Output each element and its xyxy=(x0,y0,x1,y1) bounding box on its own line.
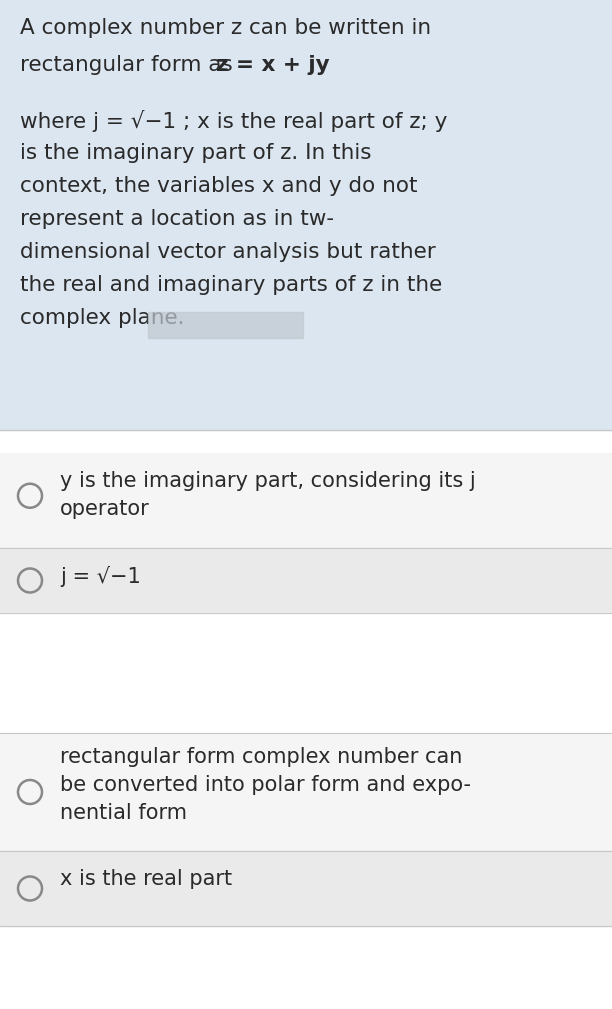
Text: x is the real part: x is the real part xyxy=(60,869,232,889)
Text: A complex number z can be written in: A complex number z can be written in xyxy=(20,18,431,38)
Bar xyxy=(0,613,612,733)
Bar xyxy=(148,312,303,338)
Bar xyxy=(0,733,612,851)
Text: y is the imaginary part, considering its j
operator: y is the imaginary part, considering its… xyxy=(60,471,476,519)
Bar xyxy=(0,851,612,926)
Text: rectangular form as: rectangular form as xyxy=(20,55,240,75)
Text: complex plane.: complex plane. xyxy=(20,308,184,328)
Bar xyxy=(0,0,612,430)
Text: context, the variables x and y do not: context, the variables x and y do not xyxy=(20,176,417,196)
Text: where j = √−1 ; x is the real part of z; y: where j = √−1 ; x is the real part of z;… xyxy=(20,110,447,132)
Text: the real and imaginary parts of z in the: the real and imaginary parts of z in the xyxy=(20,275,442,295)
Text: dimensional vector analysis but rather: dimensional vector analysis but rather xyxy=(20,242,436,262)
Text: z = x + jy: z = x + jy xyxy=(216,55,330,75)
Text: j = √−1: j = √−1 xyxy=(60,566,141,587)
Bar xyxy=(0,453,612,548)
Text: rectangular form complex number can
be converted into polar form and expo-
nenti: rectangular form complex number can be c… xyxy=(60,747,471,823)
Text: is the imaginary part of z. In this: is the imaginary part of z. In this xyxy=(20,143,371,163)
Text: represent a location as in tw-: represent a location as in tw- xyxy=(20,209,334,229)
Bar xyxy=(0,548,612,613)
